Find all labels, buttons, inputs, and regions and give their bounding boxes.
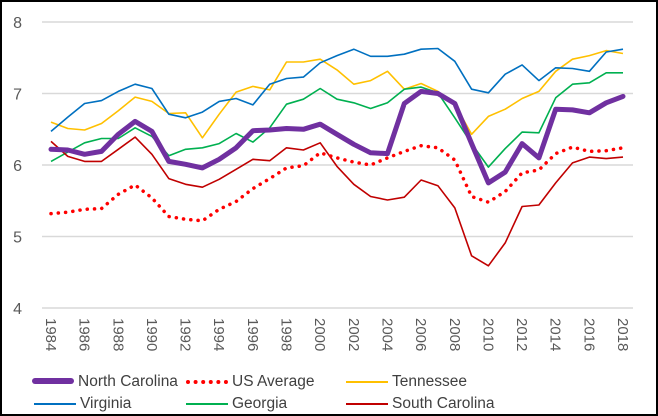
legend-swatch-virginia: [34, 403, 76, 405]
x-axis-ticks: 1984 1986 1988 1990 1992 1994 1996 1998 2000 2002…: [42, 318, 631, 351]
x-tick-label: 2014: [547, 318, 564, 351]
series-line-us-average: [49, 143, 625, 223]
legend-label: Georgia: [232, 395, 288, 412]
y-axis-ticks: 4 5 6 7 8: [13, 15, 22, 318]
gridlines: [42, 21, 633, 309]
x-tick-label: 2006: [412, 318, 429, 351]
legend-item-tennessee: Tennessee: [346, 372, 467, 392]
x-tick-label: 2010: [479, 318, 496, 351]
legend-item-south-carolina: South Carolina: [346, 394, 495, 414]
series-line-virginia: [50, 47, 624, 133]
x-tick-label: 1998: [278, 318, 295, 351]
legend-swatch-south-carolina: [346, 403, 388, 405]
legend-item-north-carolina: North Carolina: [32, 372, 178, 392]
series-line-georgia: [50, 72, 623, 168]
legend: North Carolina US Average Tennessee Virg…: [0, 368, 658, 414]
series-line-north-carolina: [48, 88, 626, 186]
x-tick-label: 1996: [244, 318, 261, 351]
x-tick-label: 2004: [378, 318, 395, 351]
x-tick-label: 2016: [580, 318, 597, 351]
legend-label: Virginia: [80, 395, 132, 412]
y-tick-label: 6: [13, 158, 22, 175]
legend-item-virginia: Virginia: [34, 394, 131, 414]
legend-swatch-tennessee: [346, 381, 388, 383]
legend-swatch-north-carolina: [32, 378, 74, 384]
y-tick-label: 8: [13, 15, 22, 32]
x-tick-label: 2008: [446, 318, 463, 351]
x-tick-label: 1984: [42, 318, 59, 351]
x-tick-label: 2012: [513, 318, 530, 351]
y-tick-label: 4: [13, 301, 22, 318]
y-tick-label: 5: [13, 230, 22, 247]
legend-label: North Carolina: [78, 373, 178, 390]
x-tick-label: 1994: [210, 318, 227, 351]
series-lines: [48, 47, 626, 267]
legend-swatch-us-average: [186, 380, 228, 384]
x-tick-label: 2002: [345, 318, 362, 351]
x-tick-label: 1992: [177, 318, 194, 351]
x-tick-label: 2018: [614, 318, 631, 351]
legend-item-georgia: Georgia: [186, 394, 287, 414]
x-tick-label: 2000: [311, 318, 328, 351]
legend-item-us-average: US Average: [186, 372, 314, 392]
y-tick-label: 7: [13, 87, 22, 104]
series-line-tennessee: [50, 49, 624, 139]
x-tick-label: 1986: [76, 318, 93, 351]
legend-label: South Carolina: [392, 395, 495, 412]
legend-swatch-georgia: [186, 403, 228, 405]
legend-label: US Average: [232, 373, 315, 390]
x-tick-label: 1988: [109, 318, 126, 351]
x-tick-label: 1990: [143, 318, 160, 351]
series-line-south-carolina: [50, 136, 624, 267]
legend-label: Tennessee: [392, 373, 467, 390]
